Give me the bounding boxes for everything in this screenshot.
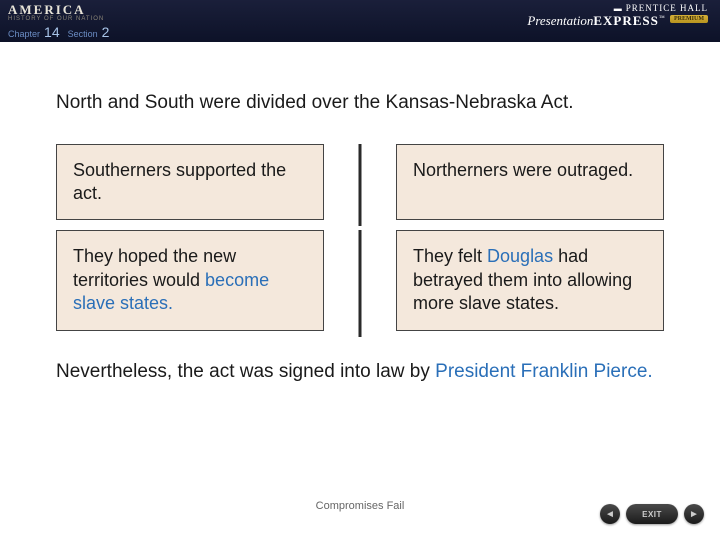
chevron-right-icon: ► xyxy=(689,509,699,520)
navigation-buttons: ◄ EXIT ► xyxy=(600,504,704,524)
comparison-row-2: They hoped the new territories would bec… xyxy=(56,230,664,330)
chapter-section-label: Chapter 14 Section 2 xyxy=(8,24,109,40)
product-logo: PresentationEXPRESS™ PREMIUM xyxy=(527,13,708,29)
conclusion-text: Nevertheless, the act was signed into la… xyxy=(56,359,664,385)
trademark: ™ xyxy=(659,16,665,22)
premium-badge: PREMIUM xyxy=(670,15,708,23)
north-box-1: Northerners were outraged. xyxy=(396,144,664,221)
chevron-left-icon: ◄ xyxy=(605,509,615,520)
publisher-name: PRENTICE HALL xyxy=(527,3,708,13)
logo-subtitle: HISTORY OF OUR NATION xyxy=(8,16,104,22)
north-box-2-keyword: Douglas xyxy=(487,246,553,266)
conclusion-keyword: President Franklin Pierce. xyxy=(435,361,653,382)
conclusion-pre: Nevertheless, the act was signed into la… xyxy=(56,361,435,382)
publisher-logo: PRENTICE HALL PresentationEXPRESS™ PREMI… xyxy=(527,3,708,29)
header-bar: AMERICA HISTORY OF OUR NATION Chapter 14… xyxy=(0,0,720,42)
chapter-label: Chapter xyxy=(8,29,40,39)
comparison-row-1: Southerners supported the act. Northerne… xyxy=(56,144,664,221)
vertical-divider xyxy=(359,230,362,336)
product-name-1: Presentation xyxy=(527,13,593,28)
slide-content: North and South were divided over the Ka… xyxy=(0,42,720,384)
prev-button[interactable]: ◄ xyxy=(600,504,620,524)
north-box-2: They felt Douglas had betrayed them into… xyxy=(396,230,664,330)
vertical-divider xyxy=(359,144,362,227)
next-button[interactable]: ► xyxy=(684,504,704,524)
chapter-number: 14 xyxy=(44,24,60,40)
slide-footer-title: Compromises Fail xyxy=(316,500,405,512)
south-box-1: Southerners supported the act. xyxy=(56,144,324,221)
textbook-logo: AMERICA HISTORY OF OUR NATION xyxy=(8,2,104,22)
north-box-2-pre: They felt xyxy=(413,246,487,266)
exit-label: EXIT xyxy=(642,510,662,519)
south-box-2: They hoped the new territories would bec… xyxy=(56,230,324,330)
exit-button[interactable]: EXIT xyxy=(626,504,678,524)
section-label: Section xyxy=(68,29,98,39)
main-heading-text: North and South were divided over the Ka… xyxy=(56,90,664,116)
product-name-2: EXPRESS xyxy=(593,13,659,28)
section-number: 2 xyxy=(102,24,110,40)
